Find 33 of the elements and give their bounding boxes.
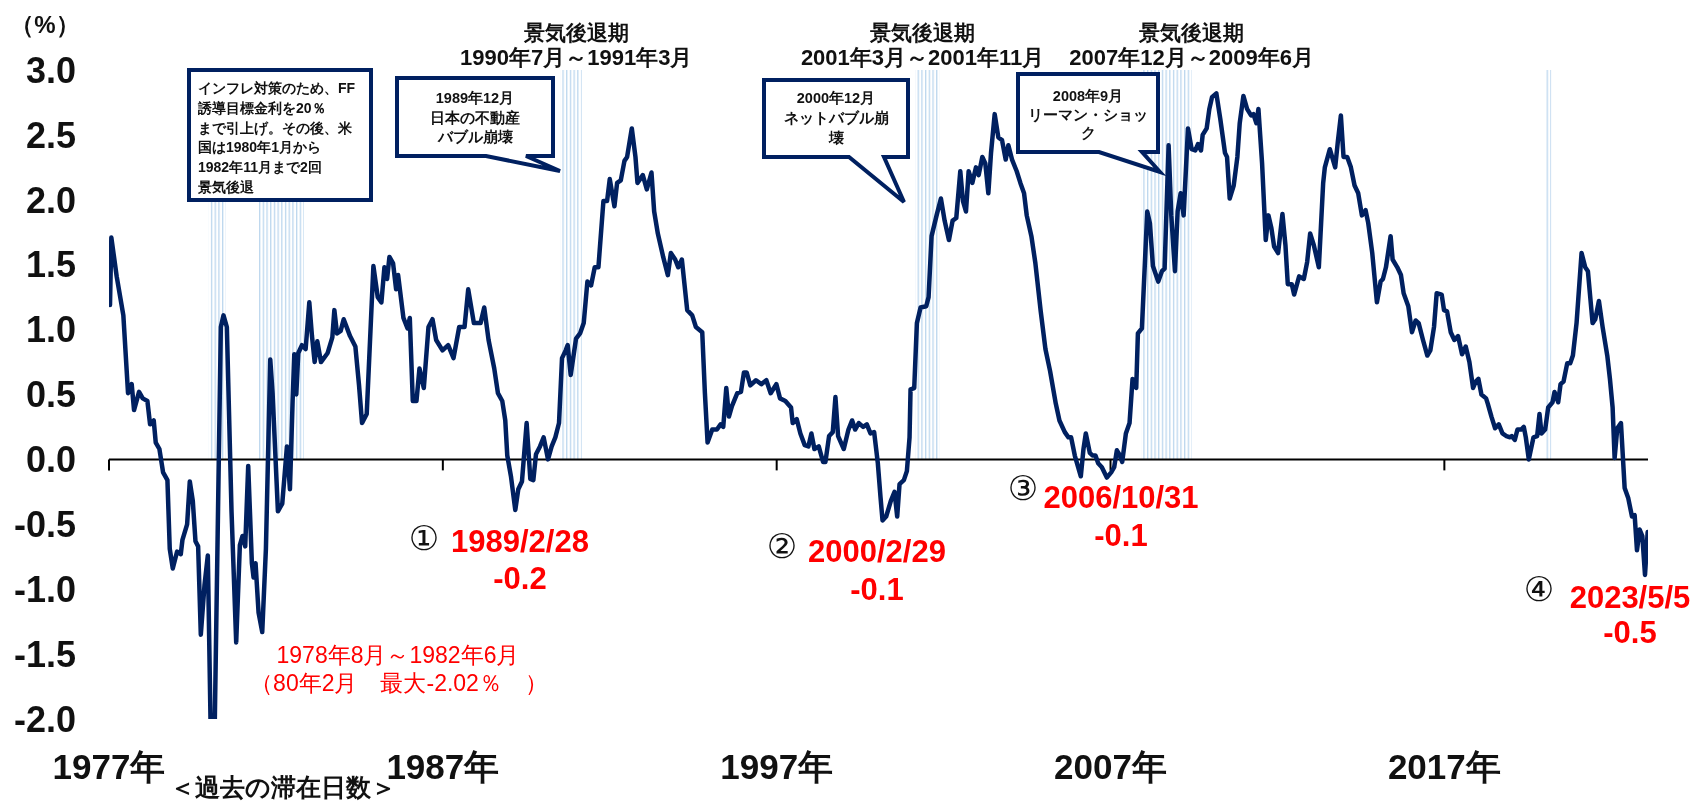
annotation: 1978年8月～1982年6月 (276, 642, 520, 668)
y-tick-label: -1.5 (13, 633, 76, 675)
x-tick-label: 1997年 (720, 746, 834, 786)
y-tick-label: 1.0 (25, 309, 76, 351)
annotation: 1989/2/28 -0.2 (451, 524, 589, 596)
annotation: （80年2月 最大-2.02％ ） (250, 670, 548, 696)
x-tick-label: 2017年 (1387, 746, 1501, 786)
band-label: 景気後退期 2001年3月～2001年11月 (800, 21, 1045, 70)
y-axis-title: （%） (10, 11, 80, 38)
y-tick-label: 2.0 (25, 179, 76, 221)
annotation: 2000年12月ネットバブル崩壊 (783, 90, 889, 146)
annotation: 2008年9月リーマン・ショック (1028, 88, 1148, 141)
annotation: ③ (1007, 469, 1039, 507)
y-tick-label: -2.0 (13, 698, 76, 740)
y-tick-label: 0.0 (25, 439, 76, 481)
y-tick-label: -0.5 (13, 504, 76, 546)
band-label: 景気後退期 1990年7月～1991年3月 (460, 21, 693, 70)
annotation: インフレ対策のため、FF誘導目標金利を20％まで引上げ。その後、米国は1980年1月から1982年11月まで2回景気後退 (197, 80, 356, 195)
annotation: ① (408, 519, 440, 557)
annotation: ② (766, 527, 798, 565)
annotation: 1989年12月日本の不動産バブル崩壊 (430, 90, 520, 145)
y-tick-label: 2.5 (25, 114, 76, 156)
band-label: 景気後退期 2007年12月～2009年6月 (1069, 21, 1314, 70)
y-tick-label: 3.0 (25, 49, 76, 91)
annotation: 2000/2/29 -0.1 (808, 534, 946, 607)
x-tick-label: 1977年 (52, 746, 166, 786)
y-tick-label: 0.5 (25, 374, 76, 416)
annotation: 2006/10/31 -0.1 (1043, 480, 1199, 553)
y-tick-label: 1.5 (25, 244, 76, 286)
annotation: 2023/5/5 -0.5 (1569, 580, 1691, 650)
annotation: ④ (1523, 570, 1555, 608)
x-tick-label: 2007年 (1054, 746, 1167, 786)
y-tick-label: -1.0 (13, 568, 76, 610)
